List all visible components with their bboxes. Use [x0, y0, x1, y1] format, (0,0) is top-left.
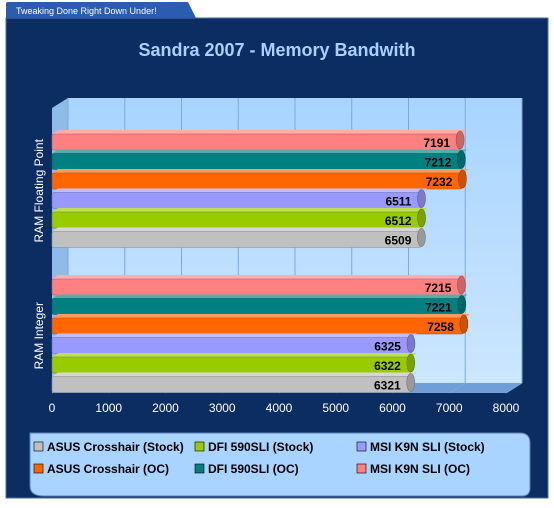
bar-value-label: 6509	[385, 234, 412, 248]
bar-value-label: 7212	[425, 156, 452, 170]
category-labels: RAM Floating Point RAM Integer	[32, 138, 46, 369]
bar-value-label: 7215	[425, 281, 452, 295]
bar	[51, 314, 470, 335]
category-label: RAM Integer	[32, 302, 46, 369]
bar-value-label: 7221	[425, 301, 452, 315]
category-label: RAM Floating Point	[32, 138, 46, 242]
x-tick-label: 7000	[436, 401, 463, 415]
bar	[51, 294, 468, 315]
x-tick-label: 3000	[209, 401, 236, 415]
x-axis-ticks: 0 1000 2000 3000 4000 5000 6000 7000 8000	[49, 401, 520, 415]
legend-label: MSI K9N SLI (Stock)	[370, 440, 485, 454]
bar	[51, 149, 468, 170]
bar-value-label: 7258	[427, 320, 454, 334]
bar-value-label: 6322	[374, 359, 401, 373]
bar	[51, 227, 428, 248]
legend-label: ASUS Crosshair (Stock)	[47, 440, 184, 454]
bar-value-label: 6511	[385, 195, 411, 209]
legend-item: ASUS Crosshair (OC)	[33, 462, 169, 476]
bar-value-label: 7191	[423, 136, 450, 150]
legend-item: MSI K9N SLI (OC)	[356, 462, 470, 476]
legend-item: DFI 590SLI (Stock)	[194, 440, 313, 454]
bar-value-label: 7232	[426, 175, 453, 189]
legend-item: ASUS Crosshair (Stock)	[33, 440, 184, 454]
x-tick-label: 6000	[379, 401, 406, 415]
bar	[51, 208, 428, 229]
x-tick-label: 5000	[322, 401, 349, 415]
x-tick-label: 4000	[266, 401, 293, 415]
legend-label: DFI 590SLI (OC)	[208, 462, 299, 476]
tagline-tab: Tweaking Done Right Down Under!	[6, 2, 196, 18]
bar-value-label: 6325	[374, 340, 401, 354]
x-tick-label: 0	[49, 401, 56, 415]
bars	[51, 130, 470, 393]
bar	[51, 372, 417, 393]
tagline-text: Tweaking Done Right Down Under!	[16, 6, 157, 16]
bar	[51, 333, 417, 354]
gridline-floor	[448, 382, 466, 394]
bar	[51, 275, 468, 296]
bar	[51, 353, 417, 374]
x-tick-label: 2000	[152, 401, 179, 415]
bar-value-label: 6321	[374, 379, 401, 393]
legend-label: MSI K9N SLI (OC)	[370, 462, 470, 476]
bar-value-label: 6512	[385, 214, 412, 228]
legend-item: DFI 590SLI (OC)	[194, 462, 299, 476]
bar	[51, 169, 469, 190]
legend-item: MSI K9N SLI (Stock)	[356, 440, 485, 454]
bar	[51, 188, 428, 209]
legend-label: DFI 590SLI (Stock)	[208, 440, 313, 454]
legend: ASUS Crosshair (Stock) DFI 590SLI (Stock)…	[29, 432, 531, 497]
chart-title: Sandra 2007 - Memory Bandwith	[138, 40, 415, 60]
x-tick-label: 1000	[95, 401, 122, 415]
gridline-floor	[505, 382, 523, 394]
value-labels: 7191 7212 7232 6511 6512 6509 7215 7221 7258 6325…	[374, 136, 454, 393]
legend-label: ASUS Crosshair (OC)	[47, 462, 169, 476]
bar	[51, 130, 467, 151]
x-tick-label: 8000	[493, 401, 520, 415]
